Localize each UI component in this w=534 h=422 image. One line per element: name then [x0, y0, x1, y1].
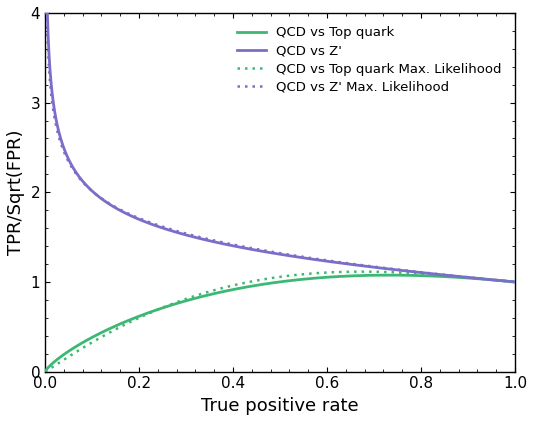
QCD vs Top quark	[392, 273, 399, 278]
QCD vs Z'	[324, 259, 330, 264]
QCD vs Top quark Max. Likelihood	[324, 270, 330, 275]
QCD vs Top quark	[127, 317, 134, 322]
QCD vs Z' Max. Likelihood	[348, 261, 354, 266]
QCD vs Z'	[222, 241, 228, 246]
QCD vs Top quark Max. Likelihood	[42, 369, 48, 374]
QCD vs Top quark Max. Likelihood	[127, 319, 134, 325]
QCD vs Z'	[392, 267, 399, 272]
QCD vs Top quark	[428, 273, 435, 279]
QCD vs Z'	[127, 213, 134, 218]
QCD vs Z' Max. Likelihood	[42, 11, 48, 16]
QCD vs Top quark Max. Likelihood	[428, 272, 435, 277]
QCD vs Z' Max. Likelihood	[324, 258, 330, 263]
QCD vs Top quark	[324, 275, 330, 280]
Line: QCD vs Top quark Max. Likelihood: QCD vs Top quark Max. Likelihood	[45, 272, 515, 372]
QCD vs Top quark	[348, 273, 354, 279]
QCD vs Z'	[512, 279, 518, 284]
QCD vs Top quark Max. Likelihood	[222, 285, 228, 290]
QCD vs Z' Max. Likelihood	[127, 212, 134, 217]
X-axis label: True positive rate: True positive rate	[201, 397, 359, 415]
QCD vs Top quark	[386, 273, 392, 278]
Line: QCD vs Z': QCD vs Z'	[45, 13, 515, 282]
QCD vs Top quark	[42, 369, 48, 374]
QCD vs Top quark	[222, 289, 228, 294]
QCD vs Z' Max. Likelihood	[512, 279, 518, 284]
QCD vs Top quark Max. Likelihood	[512, 279, 518, 284]
QCD vs Z' Max. Likelihood	[222, 240, 228, 245]
QCD vs Z' Max. Likelihood	[428, 271, 435, 276]
QCD vs Z'	[428, 271, 435, 276]
Line: QCD vs Z' Max. Likelihood: QCD vs Z' Max. Likelihood	[45, 13, 515, 282]
Y-axis label: TPR/Sqrt(FPR): TPR/Sqrt(FPR)	[7, 130, 25, 255]
QCD vs Z' Max. Likelihood	[392, 267, 399, 272]
QCD vs Z'	[42, 11, 48, 16]
QCD vs Top quark Max. Likelihood	[348, 269, 354, 274]
Legend: QCD vs Top quark, QCD vs Z', QCD vs Top quark Max. Likelihood, QCD vs Z' Max. Li: QCD vs Top quark, QCD vs Z', QCD vs Top …	[230, 19, 508, 100]
QCD vs Top quark	[512, 279, 518, 284]
QCD vs Top quark Max. Likelihood	[359, 269, 365, 274]
QCD vs Top quark Max. Likelihood	[392, 270, 399, 275]
Line: QCD vs Top quark: QCD vs Top quark	[45, 275, 515, 372]
QCD vs Z'	[348, 262, 354, 267]
